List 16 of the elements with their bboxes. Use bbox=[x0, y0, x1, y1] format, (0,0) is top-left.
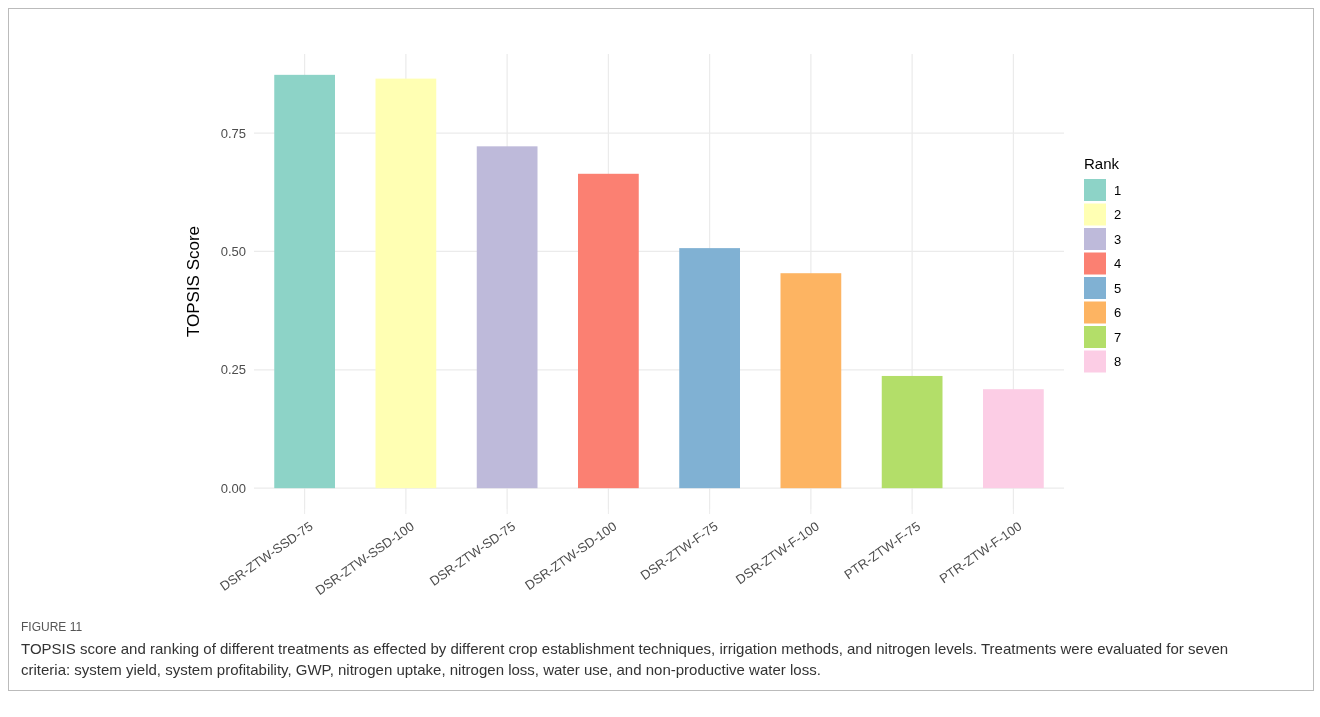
text: TOPSIS score and ranking of different treatments as effected by different crop establishment techniques, irrigation methods, and nitrogen levels. Treatments were evaluated for seven criteria: system yield, system profitability, GWP, nitrogen uptake, nitrogen loss, water use, and non-productive water loss. bbox=[21, 639, 1230, 680]
y-tick-label: 0.00 bbox=[220, 480, 246, 496]
legend-label: 8 bbox=[1114, 354, 1122, 370]
legend-label: 6 bbox=[1114, 305, 1122, 321]
y-axis-title: TOPSIS Score bbox=[184, 225, 203, 338]
legend-label: 5 bbox=[1114, 280, 1122, 296]
y-tick-label: 0.25 bbox=[220, 362, 246, 378]
legend-label: 7 bbox=[1114, 329, 1122, 345]
caption: FIGURE 11 bbox=[21, 620, 84, 634]
y-tick-label: 0.75 bbox=[220, 125, 246, 141]
legend-label: 3 bbox=[1114, 231, 1122, 247]
y-tick-label: 0.50 bbox=[220, 243, 246, 259]
legend-title: Rank bbox=[1084, 155, 1120, 172]
legend-label: 4 bbox=[1114, 256, 1122, 272]
legend-label: 2 bbox=[1114, 207, 1122, 223]
legend-label: 1 bbox=[1114, 182, 1122, 198]
